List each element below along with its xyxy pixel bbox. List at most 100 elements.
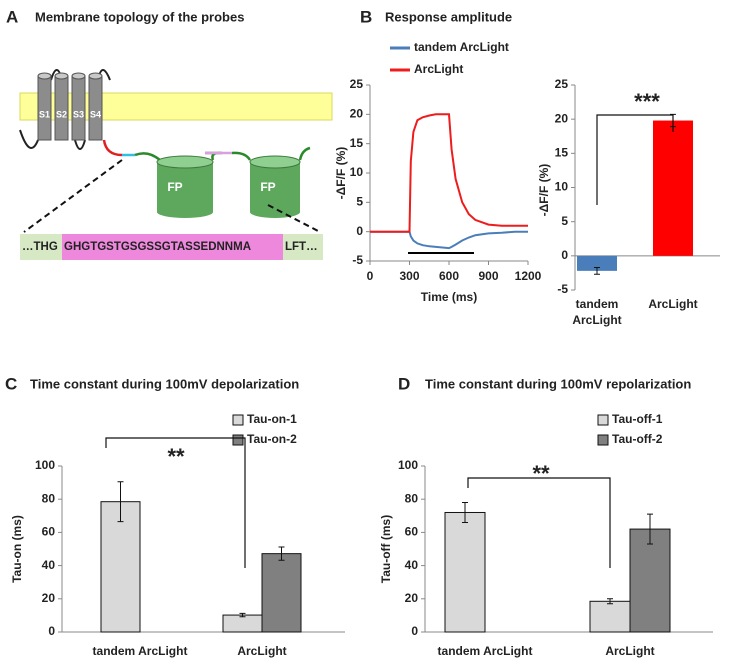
y-tick-label: 40 [42, 558, 56, 572]
error-bar [462, 502, 468, 523]
legend-swatch [232, 414, 244, 426]
panel-title: Time constant during 100mV depolarizatio… [30, 376, 299, 391]
linker-red [102, 139, 123, 157]
legend-label: tandem ArcLight [414, 40, 509, 54]
sequence: LFT… [285, 241, 318, 253]
x-tick-label: ArcLight [605, 644, 654, 658]
bar [222, 614, 263, 633]
helix-top [37, 72, 52, 80]
x-tick-label: 300 [399, 269, 419, 283]
significance-bracket [596, 114, 674, 205]
y-axis-label: Tau-on (ms) [10, 515, 24, 583]
x-tick-label: ArcLight [237, 644, 286, 658]
x-tick-label: 900 [478, 269, 498, 283]
x-tick-label-line: ArcLight [572, 313, 621, 327]
bar [629, 528, 671, 633]
x-tick-label: 1200 [515, 269, 542, 283]
y-tick-label: 10 [555, 180, 569, 194]
x-tick-label: tandem ArcLight [438, 644, 533, 658]
y-tick-label: 0 [411, 624, 418, 638]
legend-swatch [597, 414, 609, 426]
legend-swatch [232, 434, 244, 446]
y-tick-label: 80 [405, 491, 419, 505]
x-tick-label: tandem ArcLight [93, 644, 188, 658]
y-tick-label: 25 [350, 77, 364, 91]
helix-label: S2 [56, 109, 67, 119]
x-tick-label-line: ArcLight [648, 297, 697, 311]
panel-label: C [5, 374, 17, 393]
helix-label: S1 [39, 109, 50, 119]
y-tick-label: 0 [48, 624, 55, 638]
y-tick-label: 0 [356, 224, 363, 238]
fp-1 [156, 155, 214, 218]
y-tick-label: 100 [398, 458, 418, 472]
y-tick-label: -5 [352, 253, 363, 267]
y-tick-label: 40 [405, 558, 419, 572]
helix-top [88, 72, 103, 80]
fp-label: FP [260, 180, 275, 194]
helices: S1 S2 S3 S4 [37, 72, 103, 141]
y-tick-label: 80 [42, 491, 56, 505]
x-tick-label: tandem ArcLight [572, 297, 621, 327]
seq-bg [20, 234, 62, 260]
legend-label: Tau-on-1 [247, 412, 297, 426]
y-tick-label: 20 [405, 591, 419, 605]
bar [589, 600, 631, 633]
sequence: …THG [22, 241, 58, 253]
panel-a: A Membrane topology of the probes FP FP … [6, 7, 333, 260]
bar [444, 511, 486, 633]
helix-label: S3 [73, 109, 84, 119]
line [370, 113, 528, 233]
fp-label: FP [167, 180, 182, 194]
panel-label: D [398, 374, 410, 393]
error-bar [239, 612, 246, 618]
helix-label: S4 [90, 109, 101, 119]
bar [100, 501, 141, 633]
y-tick-label: 20 [42, 591, 56, 605]
panel-title: Membrane topology of the probes [35, 9, 244, 24]
sequence: GHGTGSTGSGSSGTASSEDNNMA [64, 241, 251, 253]
helix-top [54, 72, 69, 80]
bar [577, 255, 617, 271]
y-tick-label: 25 [555, 77, 569, 91]
panel-label: A [6, 7, 18, 26]
x-tick-label: 600 [439, 269, 459, 283]
y-tick-label: 10 [350, 165, 364, 179]
helix [88, 75, 103, 141]
x-tick-label: 0 [367, 269, 374, 283]
error-bar [117, 481, 124, 523]
panel-label: B [360, 7, 372, 26]
error-bar [278, 546, 285, 561]
seq-bg [62, 234, 283, 260]
y-axis-label: -ΔF/F (%) [334, 147, 348, 200]
seq-bg [283, 234, 323, 260]
significance-label: ** [532, 461, 550, 486]
y-tick-label: 100 [35, 458, 55, 472]
error-bar [607, 598, 613, 605]
legend-label: Tau-off-2 [612, 432, 663, 446]
helix-top [71, 72, 86, 80]
loops [19, 69, 111, 150]
y-tick-label: 20 [555, 111, 569, 125]
legend-label: ArcLight [414, 62, 463, 76]
y-tick-label: 5 [561, 214, 568, 228]
y-tick-label: 5 [356, 195, 363, 209]
x-axis-label: Time (ms) [421, 290, 477, 304]
error-bar [647, 513, 653, 545]
y-tick-label: 0 [561, 248, 568, 262]
significance-label: *** [634, 89, 660, 114]
y-tick-label: 15 [350, 136, 364, 150]
y-tick-label: 60 [42, 525, 56, 539]
error-bar [594, 266, 600, 275]
helix [71, 75, 86, 141]
y-tick-label: 60 [405, 525, 419, 539]
panel-title: Response amplitude [385, 9, 512, 24]
bar [261, 553, 302, 633]
zoom-lines [23, 159, 321, 233]
line [370, 230, 528, 250]
x-tick-label: ArcLight [648, 297, 697, 311]
legend-label: Tau-on-2 [247, 432, 297, 446]
helix [37, 75, 52, 141]
significance-bracket [105, 437, 246, 568]
